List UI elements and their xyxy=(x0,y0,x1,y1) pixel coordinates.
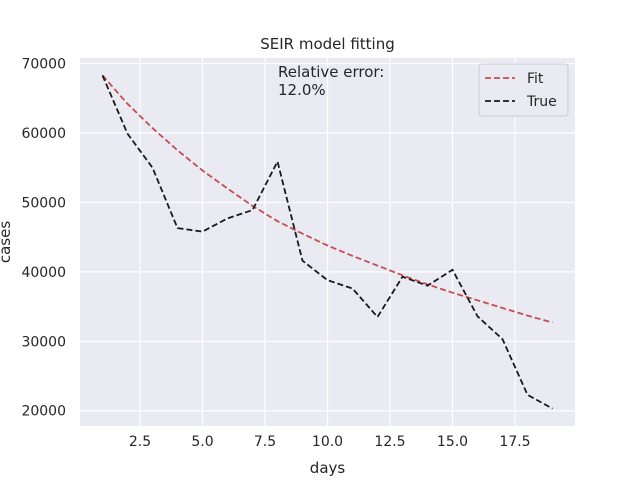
x-tick-label: 17.5 xyxy=(499,434,530,450)
x-tick-label: 5.0 xyxy=(191,434,213,450)
grid xyxy=(80,58,575,426)
y-tick-label: 30000 xyxy=(21,334,66,350)
y-tick-label: 40000 xyxy=(21,265,66,281)
x-tick-label: 10.0 xyxy=(312,434,343,450)
legend-box xyxy=(478,63,569,117)
y-tick-label: 20000 xyxy=(21,404,66,420)
y-tick-label: 70000 xyxy=(21,57,66,73)
x-tick-label: 2.5 xyxy=(129,434,151,450)
annotation-line-1: Relative error: xyxy=(278,63,384,81)
x-tick-label: 12.5 xyxy=(374,434,405,450)
legend-true-label: True xyxy=(526,94,557,110)
chart-title: SEIR model fitting xyxy=(260,35,395,53)
y-axis-label: cases xyxy=(0,221,14,263)
x-axis-label: days xyxy=(310,459,346,477)
series-lines xyxy=(101,74,553,410)
annotation-line-2: 12.0% xyxy=(278,81,326,99)
series-line-true xyxy=(101,75,553,410)
legend-fit-label: Fit xyxy=(527,71,544,87)
y-tick-labels: 20000 30000 40000 50000 60000 70000 xyxy=(21,57,66,420)
series-line-fit xyxy=(101,74,553,324)
y-tick-label: 60000 xyxy=(21,126,66,142)
x-tick-label: 7.5 xyxy=(254,434,276,450)
x-tick-label: 15.0 xyxy=(437,434,468,450)
legend: Fit True xyxy=(478,63,569,117)
x-tick-labels: 2.5 5.0 7.5 10.0 12.5 15.0 17.5 xyxy=(129,434,531,450)
y-tick-label: 50000 xyxy=(21,195,66,211)
